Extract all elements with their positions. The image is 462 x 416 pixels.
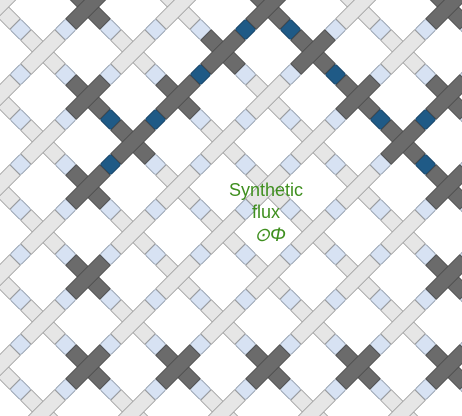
lattice-site-cross — [245, 164, 291, 210]
lattice-site-cross — [335, 254, 381, 300]
lattice-site-cross — [0, 344, 21, 390]
loop-site-cross — [290, 29, 336, 75]
loop-site-cross — [425, 0, 462, 30]
loop-site-cross — [425, 254, 462, 300]
lattice-site-cross — [110, 29, 156, 75]
lattice-site-cross — [380, 299, 426, 345]
loop-site-cross — [110, 119, 156, 165]
loop-site-cross — [155, 344, 201, 390]
lattice-site-cross — [110, 389, 156, 416]
lattice-site-cross — [200, 389, 246, 416]
loop-site-cross — [380, 119, 426, 165]
lattice-site-cross — [0, 74, 21, 120]
flux-symbol: ⊙Φ — [254, 225, 286, 246]
synthetic-flux-label: Synthetic flux ⊙Φ — [229, 180, 303, 246]
lattice-site-cross — [200, 119, 246, 165]
loop-site-cross — [425, 74, 462, 120]
loop-site-cross — [425, 164, 462, 210]
lattice-site-cross — [110, 209, 156, 255]
loop-site-cross — [65, 164, 111, 210]
loop-site-cross — [335, 74, 381, 120]
lattice-site-cross — [20, 299, 66, 345]
label-synthetic: Synthetic — [229, 180, 303, 200]
loop-site-cross — [200, 29, 246, 75]
lattice-site-cross — [380, 209, 426, 255]
lattice-site-cross — [20, 389, 66, 416]
lattice-site-cross — [290, 209, 336, 255]
lattice-site-cross — [0, 164, 21, 210]
loop-site-cross — [65, 74, 111, 120]
lattice-site-cross — [290, 389, 336, 416]
loop-site-cross — [65, 344, 111, 390]
loop-site-cross — [245, 0, 291, 30]
lattice-site-cross — [335, 164, 381, 210]
lattice-site-cross — [155, 254, 201, 300]
lattice-site-cross — [200, 209, 246, 255]
lattice-site-cross — [200, 299, 246, 345]
lattice-site-cross — [335, 0, 381, 30]
lattice-site-cross — [20, 29, 66, 75]
loop-site-cross — [245, 344, 291, 390]
lattice-site-cross — [155, 0, 201, 30]
loop-site-cross — [335, 344, 381, 390]
loop-site-cross — [65, 254, 111, 300]
loop-site-cross — [155, 74, 201, 120]
lattice-site-cross — [0, 254, 21, 300]
lattice-site-cross — [0, 0, 21, 30]
lattice-site-cross — [380, 389, 426, 416]
lattice-site-cross — [20, 209, 66, 255]
lattice-site-cross — [380, 29, 426, 75]
lattice-site-cross — [245, 74, 291, 120]
lattice-site-cross — [20, 119, 66, 165]
label-flux: flux — [252, 202, 280, 222]
lattice-site-cross — [155, 164, 201, 210]
lattice-site-cross — [290, 119, 336, 165]
lattice-site-cross — [110, 299, 156, 345]
loop-site-cross — [425, 344, 462, 390]
lattice-site-cross — [290, 299, 336, 345]
lattice-site-cross — [245, 254, 291, 300]
loop-site-cross — [65, 0, 111, 30]
